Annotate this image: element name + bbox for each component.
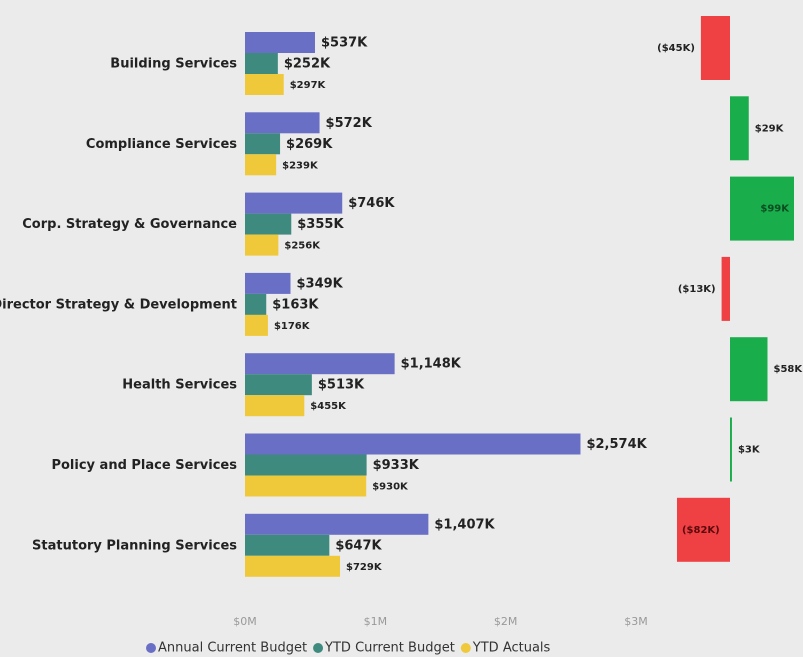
value-label: $537K (321, 36, 368, 51)
value-label: $256K (284, 241, 321, 252)
variance-bar (730, 96, 749, 161)
variance-bar (700, 16, 730, 80)
legend-label: YTD Current Budget (324, 641, 455, 656)
value-label: $355K (297, 217, 344, 232)
bar (245, 154, 277, 176)
bar (245, 293, 267, 315)
value-label: $252K (284, 57, 331, 72)
bar (245, 353, 395, 375)
category-label: Building Services (110, 57, 237, 72)
variance-label: $58K (773, 364, 803, 375)
bar (245, 454, 367, 476)
variance-label: $99K (760, 204, 790, 215)
bar (245, 534, 330, 556)
value-label: $572K (326, 116, 373, 131)
bar (245, 513, 429, 535)
legend-marker (460, 643, 471, 653)
variance-label: ($82K) (682, 525, 720, 536)
bar (245, 213, 292, 235)
value-label: $1,148K (401, 357, 462, 372)
bar (245, 32, 315, 53)
bar (245, 192, 343, 214)
value-label: $269K (286, 137, 333, 152)
value-label: $729K (346, 562, 383, 573)
bar (245, 555, 341, 577)
bar (245, 74, 284, 95)
variance-bar (730, 417, 732, 482)
category-label: Health Services (122, 378, 237, 393)
bar (245, 395, 305, 417)
value-label: $1,407K (434, 517, 495, 532)
category-label: Policy and Place Services (51, 458, 237, 473)
value-label: $349K (296, 276, 343, 291)
value-label: $647K (335, 538, 382, 553)
value-label: $746K (348, 196, 395, 211)
variance-bar (730, 176, 794, 241)
variance-label: $3K (738, 445, 761, 456)
value-label: $930K (372, 482, 409, 493)
bar (245, 433, 581, 455)
bar (245, 374, 312, 396)
x-tick-label: $3M (624, 615, 648, 628)
bar (245, 112, 320, 134)
variance-label: ($13K) (678, 284, 716, 295)
value-label: $2,574K (586, 437, 647, 452)
legend-marker (146, 643, 156, 653)
x-tick-label: $2M (494, 615, 518, 628)
legend-marker (313, 643, 324, 653)
value-label: $176K (274, 321, 311, 332)
variance-bar (721, 256, 730, 321)
bar (245, 272, 291, 294)
value-label: $455K (310, 401, 347, 412)
bar (245, 133, 281, 155)
bar (245, 475, 367, 497)
x-tick-label: $1M (364, 615, 388, 628)
value-label: $933K (373, 458, 420, 473)
variance-label: ($45K) (657, 43, 695, 54)
bar (245, 53, 278, 74)
bar (245, 314, 268, 336)
legend-label: YTD Actuals (472, 641, 551, 656)
variance-bar (730, 337, 768, 402)
value-label: $297K (290, 80, 327, 91)
value-label: $163K (272, 297, 319, 312)
x-tick-label: $0M (233, 615, 257, 628)
value-label: $513K (318, 378, 365, 393)
category-label: Director Strategy & Development (0, 297, 237, 312)
variance-bar (676, 497, 730, 562)
category-label: Statutory Planning Services (32, 538, 237, 553)
category-label: Compliance Services (86, 137, 237, 152)
value-label: $239K (282, 160, 319, 171)
category-label: Corp. Strategy & Governance (22, 217, 237, 232)
variance-label: $29K (755, 123, 785, 134)
legend-label: Annual Current Budget (158, 641, 307, 656)
bar (245, 234, 279, 256)
